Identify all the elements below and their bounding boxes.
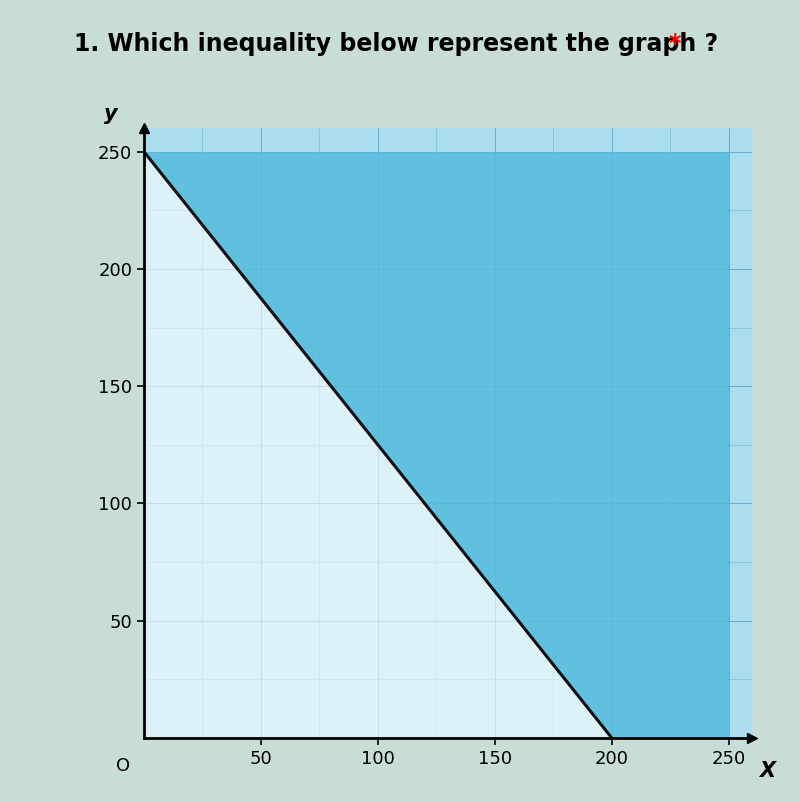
- Text: O: O: [116, 756, 130, 775]
- Text: *: *: [668, 32, 681, 56]
- Polygon shape: [144, 152, 729, 738]
- Text: X: X: [759, 760, 775, 780]
- Text: 1. Which inequality below represent the graph ?: 1. Which inequality below represent the …: [74, 32, 726, 56]
- Polygon shape: [144, 152, 612, 738]
- Text: y: y: [105, 103, 118, 124]
